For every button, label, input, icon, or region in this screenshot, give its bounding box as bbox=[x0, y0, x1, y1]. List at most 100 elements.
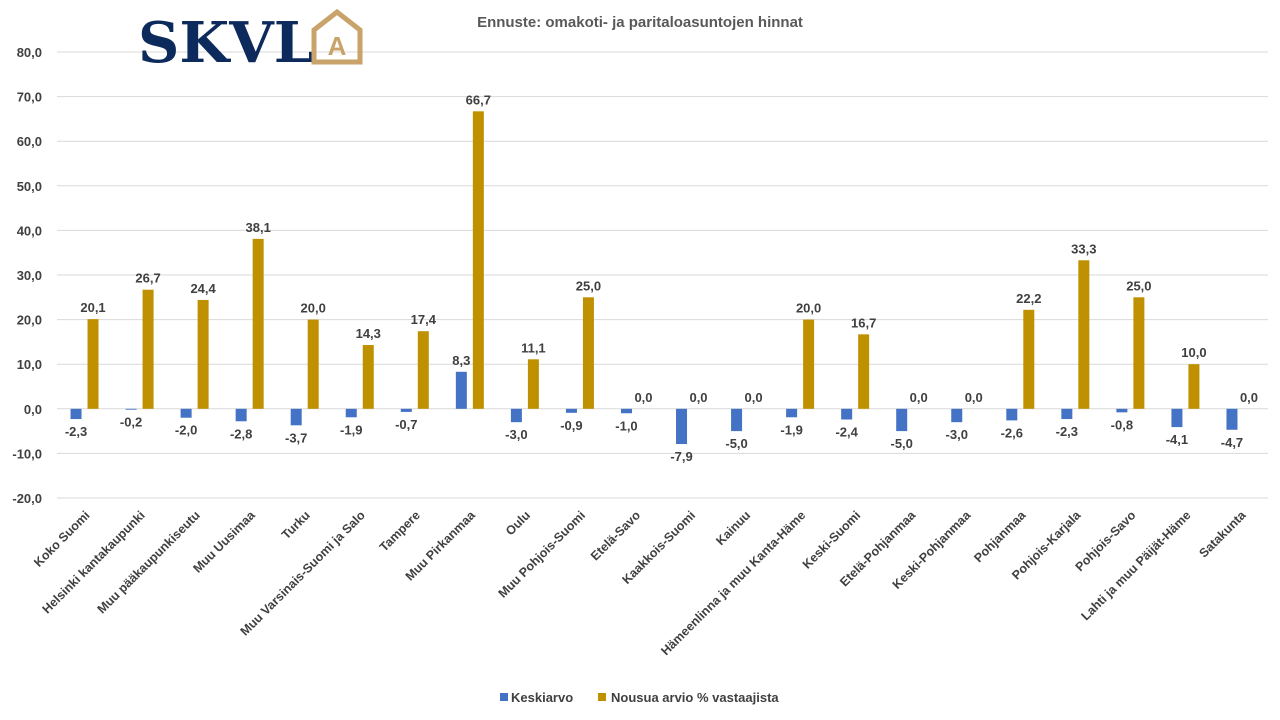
data-label-nousua: 24,4 bbox=[190, 281, 216, 296]
y-tick-label: 0,0 bbox=[24, 402, 42, 417]
data-label-keskiarvo: -3,0 bbox=[505, 427, 527, 442]
legend-label-keskiarvo: Keskiarvo bbox=[511, 690, 573, 705]
bar-keskiarvo bbox=[676, 408, 688, 445]
data-label-keskiarvo: -0,2 bbox=[120, 415, 142, 430]
logo-wordmark: SKVL bbox=[138, 10, 314, 76]
legend-label-nousua: Nousua arvio % vastaajista bbox=[611, 690, 779, 705]
bar-nousua bbox=[1023, 309, 1035, 409]
data-label-nousua: 20,0 bbox=[301, 301, 326, 316]
bar-keskiarvo bbox=[345, 408, 357, 418]
data-label-nousua: 0,0 bbox=[1240, 390, 1258, 405]
legend: Keskiarvo Nousua arvio % vastaajista bbox=[500, 690, 779, 705]
data-label-nousua: 0,0 bbox=[745, 390, 763, 405]
data-label-keskiarvo: -5,0 bbox=[891, 436, 913, 451]
data-label-keskiarvo: -7,9 bbox=[670, 449, 692, 464]
category-label: Lahti ja muu Päijät-Häme bbox=[1079, 508, 1194, 623]
bar-nousua bbox=[307, 319, 319, 409]
bar-keskiarvo bbox=[1226, 408, 1238, 430]
y-tick-label: 40,0 bbox=[17, 223, 42, 238]
y-tick-label: 80,0 bbox=[17, 45, 42, 60]
data-label-nousua: 20,1 bbox=[80, 300, 105, 315]
data-label-keskiarvo: -1,0 bbox=[615, 418, 637, 433]
data-label-keskiarvo: -0,7 bbox=[395, 417, 417, 432]
data-label-nousua: 20,0 bbox=[796, 301, 821, 316]
data-label-nousua: 26,7 bbox=[135, 271, 160, 286]
data-label-keskiarvo: -2,6 bbox=[1001, 425, 1023, 440]
y-tick-label: 50,0 bbox=[17, 179, 42, 194]
bar-keskiarvo bbox=[786, 408, 798, 418]
bars-layer bbox=[70, 111, 1238, 445]
y-tick-label: -10,0 bbox=[12, 446, 42, 461]
bar-keskiarvo bbox=[510, 408, 522, 423]
logo-house-icon: A bbox=[311, 8, 363, 65]
data-label-nousua: 0,0 bbox=[634, 390, 652, 405]
data-label-nousua: 0,0 bbox=[689, 390, 707, 405]
data-label-nousua: 25,0 bbox=[1126, 278, 1151, 293]
data-label-keskiarvo: -0,9 bbox=[560, 418, 582, 433]
data-label-keskiarvo: -2,8 bbox=[230, 426, 252, 441]
category-label: Muu pääkaupunkiseutu bbox=[95, 508, 203, 616]
category-label: Pohjanmaa bbox=[971, 507, 1029, 565]
category-label: Tampere bbox=[377, 508, 423, 554]
bar-nousua bbox=[197, 299, 209, 409]
data-label-nousua: 11,1 bbox=[521, 340, 546, 355]
bar-keskiarvo bbox=[565, 408, 577, 413]
chart-title: Ennuste: omakoti- ja paritaloasuntojen h… bbox=[477, 14, 803, 31]
bar-keskiarvo bbox=[455, 371, 467, 409]
bar-nousua bbox=[527, 359, 539, 409]
category-label: Kainuu bbox=[713, 508, 753, 548]
bar-keskiarvo bbox=[620, 408, 632, 414]
data-label-nousua: 16,7 bbox=[851, 315, 876, 330]
bar-nousua bbox=[87, 319, 99, 409]
data-label-nousua: 66,7 bbox=[466, 92, 491, 107]
data-label-keskiarvo: -2,3 bbox=[1056, 424, 1078, 439]
bar-nousua bbox=[582, 297, 594, 409]
data-label-keskiarvo: -3,0 bbox=[946, 427, 968, 442]
data-label-keskiarvo: -5,0 bbox=[725, 436, 747, 451]
logo-house-letter: A bbox=[328, 31, 347, 61]
category-label: Koko Suomi bbox=[31, 508, 92, 569]
data-label-keskiarvo: -4,7 bbox=[1221, 435, 1243, 450]
y-tick-label: 10,0 bbox=[17, 357, 42, 372]
bar-nousua bbox=[252, 238, 264, 409]
bar-keskiarvo bbox=[731, 408, 743, 432]
skvl-logo: SKVL A bbox=[138, 8, 363, 76]
bar-keskiarvo bbox=[1171, 408, 1183, 428]
legend-swatch-keskiarvo bbox=[500, 693, 508, 701]
bar-keskiarvo bbox=[951, 408, 963, 423]
data-label-keskiarvo: -1,9 bbox=[340, 422, 362, 437]
data-label-keskiarvo: -2,0 bbox=[175, 423, 197, 438]
bar-nousua bbox=[362, 345, 374, 409]
bar-keskiarvo bbox=[1006, 408, 1018, 421]
bar-nousua bbox=[1133, 297, 1145, 409]
bar-keskiarvo bbox=[1116, 408, 1128, 413]
data-label-keskiarvo: -2,3 bbox=[65, 424, 87, 439]
y-tick-label: 30,0 bbox=[17, 268, 42, 283]
bar-nousua bbox=[472, 111, 484, 409]
legend-swatch-nousua bbox=[598, 693, 606, 701]
data-label-nousua: 10,0 bbox=[1181, 345, 1206, 360]
data-label-nousua: 14,3 bbox=[356, 326, 381, 341]
data-label-nousua: 33,3 bbox=[1071, 241, 1096, 256]
bar-nousua bbox=[142, 289, 154, 409]
category-label: Satakunta bbox=[1196, 507, 1249, 560]
data-label-keskiarvo: -0,8 bbox=[1111, 417, 1133, 432]
bar-keskiarvo bbox=[180, 408, 192, 418]
y-tick-label: 70,0 bbox=[17, 90, 42, 105]
category-label: Helsinki kantakaupunki bbox=[40, 508, 148, 616]
data-label-nousua: 22,2 bbox=[1016, 291, 1041, 306]
category-label: Etelä-Savo bbox=[588, 508, 643, 563]
bar-nousua bbox=[417, 331, 429, 409]
bar-keskiarvo bbox=[841, 408, 853, 420]
y-tick-label: -20,0 bbox=[12, 491, 42, 506]
bar-nousua bbox=[1188, 364, 1200, 409]
bar-nousua bbox=[803, 319, 815, 409]
data-label-nousua: 0,0 bbox=[965, 390, 983, 405]
category-label: Oulu bbox=[503, 508, 533, 538]
category-label: Turku bbox=[279, 508, 313, 542]
bar-keskiarvo bbox=[896, 408, 908, 432]
data-label-keskiarvo: -2,4 bbox=[835, 425, 858, 440]
bar-keskiarvo bbox=[1061, 408, 1073, 420]
